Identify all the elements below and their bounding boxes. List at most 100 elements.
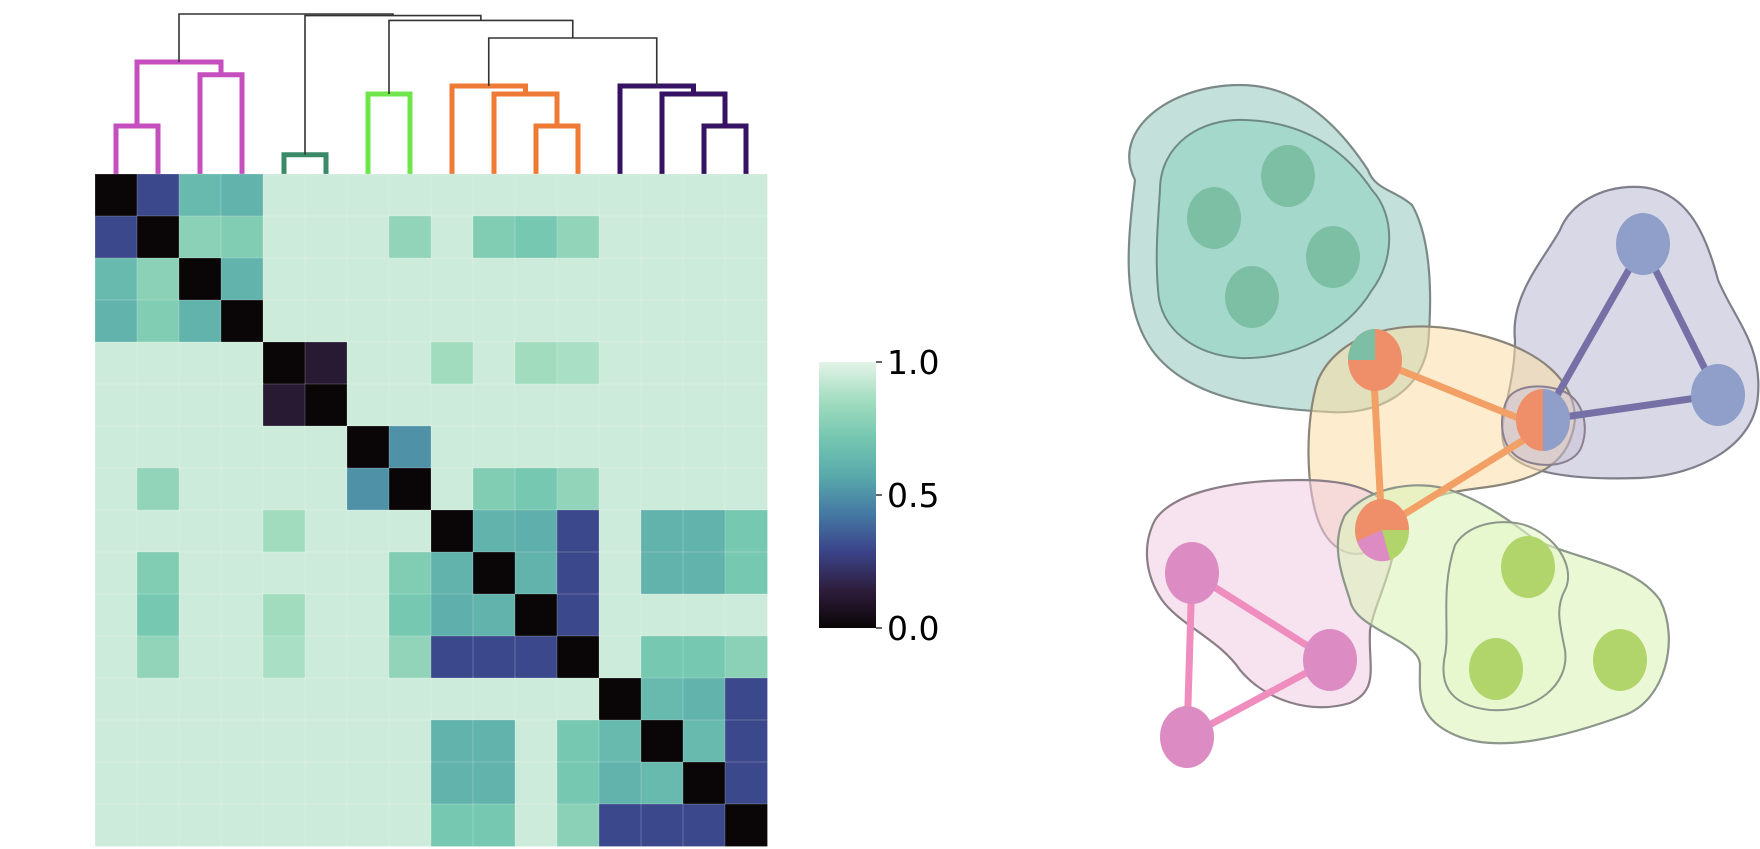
heatmap-cell (388, 551, 432, 595)
heatmap-cell (430, 383, 474, 427)
heatmap-cell (262, 635, 306, 679)
dendrogram-link (134, 59, 224, 126)
dendrogram-link (659, 91, 728, 174)
heatmap-cell (136, 467, 180, 511)
heatmap-cell (598, 803, 642, 847)
heatmap-cell (682, 509, 726, 553)
colorbar-tick-label: 0.0 (887, 609, 939, 648)
colorbar-gradient (819, 362, 876, 628)
heatmap-cell (598, 467, 642, 511)
network-node (1225, 266, 1279, 328)
heatmap-cell (262, 803, 306, 847)
heatmap-cell (178, 467, 222, 511)
network-edge (1380, 425, 1545, 531)
heatmap-cell (136, 299, 180, 343)
heatmap-cell (598, 761, 642, 805)
heatmap-cell (556, 677, 600, 721)
colorbar-tick-label: 0.5 (887, 476, 939, 515)
group-hull-teal-inner (1155, 118, 1391, 360)
heatmap-cell (220, 173, 264, 217)
heatmap-cell (220, 677, 264, 721)
heatmap-cell (682, 173, 726, 217)
heatmap-cell (556, 761, 600, 805)
heatmap-cell (262, 551, 306, 595)
dendrogram-link (449, 83, 528, 174)
heatmap-cell (178, 677, 222, 721)
dendrogram-link (533, 123, 581, 174)
heatmap-cell (472, 173, 516, 217)
heatmap-cell (472, 467, 516, 511)
heatmap-cell (220, 215, 264, 259)
colorbar-tick-label: 1.0 (887, 343, 939, 382)
heatmap-cell (514, 299, 558, 343)
heatmap-cell (220, 299, 264, 343)
heatmap-cell (262, 761, 306, 805)
heatmap-cell (724, 299, 768, 343)
heatmap-cell (220, 425, 264, 469)
heatmap-cell (430, 215, 474, 259)
heatmap-cell (178, 299, 222, 343)
heatmap-cell (430, 761, 474, 805)
heatmap-cell (598, 341, 642, 385)
heatmap-cell (514, 425, 558, 469)
heatmap-cell (514, 383, 558, 427)
dendrogram-link (365, 91, 413, 174)
heatmap-cell (682, 425, 726, 469)
heatmap-cell (94, 593, 138, 637)
heatmap-cell (94, 719, 138, 763)
heatmap-cell (430, 467, 474, 511)
heatmap-cell (262, 383, 306, 427)
heatmap-cell (514, 215, 558, 259)
heatmap-cell (640, 593, 684, 637)
network-node (1691, 364, 1745, 426)
heatmap-cell (220, 341, 264, 385)
heatmap-cell (304, 551, 348, 595)
heatmap-cell (514, 173, 558, 217)
heatmap-cell (136, 509, 180, 553)
heatmap-cell (724, 257, 768, 301)
heatmap-cell (514, 257, 558, 301)
heatmap-cell (178, 593, 222, 637)
heatmap (94, 173, 768, 847)
network-node (1616, 213, 1670, 275)
heatmap-cell (304, 173, 348, 217)
heatmap-cell (514, 593, 558, 637)
heatmap-cell (304, 677, 348, 721)
heatmap-cell (472, 383, 516, 427)
heatmap-cell (682, 467, 726, 511)
heatmap-cell (430, 719, 474, 763)
heatmap-cell (388, 677, 432, 721)
heatmap-cell (430, 803, 474, 847)
heatmap-cell (724, 593, 768, 637)
heatmap-cell (178, 215, 222, 259)
heatmap-cell (178, 719, 222, 763)
network-node (1593, 629, 1647, 691)
heatmap-cell (556, 173, 600, 217)
heatmap-cell (598, 551, 642, 595)
heatmap-cell (514, 341, 558, 385)
heatmap-cell (94, 383, 138, 427)
heatmap-cell (556, 719, 600, 763)
heatmap-cell (94, 509, 138, 553)
heatmap-cell (472, 341, 516, 385)
heatmap-cell (556, 635, 600, 679)
heatmap-cell (94, 299, 138, 343)
heatmap-cell (304, 719, 348, 763)
heatmap-cell (262, 677, 306, 721)
heatmap-cell (682, 635, 726, 679)
heatmap-cell (598, 635, 642, 679)
heatmap-cell (472, 215, 516, 259)
network-node (1303, 629, 1357, 691)
heatmap-cell (724, 761, 768, 805)
heatmap-cell (556, 215, 600, 259)
heatmap-cell (682, 383, 726, 427)
heatmap-cell (640, 341, 684, 385)
heatmap-cell (262, 425, 306, 469)
heatmap-cell (262, 215, 306, 259)
heatmap-cell (136, 257, 180, 301)
heatmap-cell (682, 761, 726, 805)
heatmap-cell (346, 341, 390, 385)
heatmap-cell (430, 551, 474, 595)
heatmap-cell (556, 467, 600, 511)
